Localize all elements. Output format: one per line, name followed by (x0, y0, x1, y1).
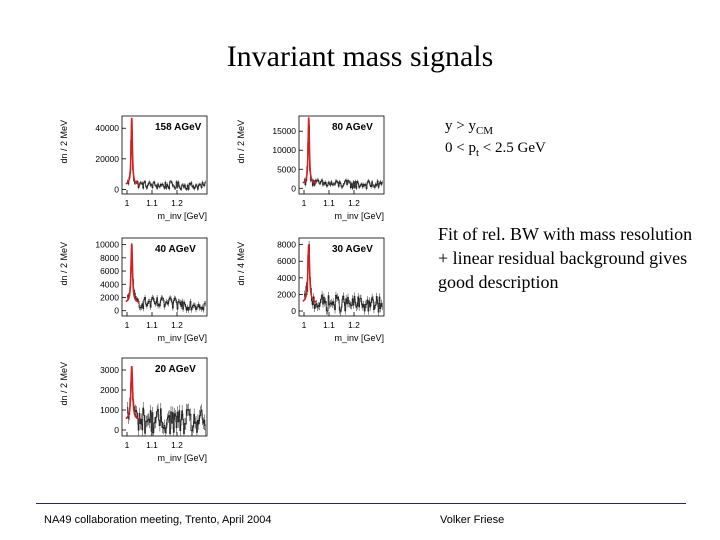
y-axis-label: dn / 2 MeV (236, 120, 246, 164)
y-tick-label: 8000 (100, 253, 119, 263)
x-tick-label: 1.1 (146, 320, 158, 330)
y-tick-label: 5000 (277, 164, 296, 174)
y-tick-label: 2000 (100, 292, 119, 302)
x-tick-label: 1.2 (171, 440, 183, 450)
data-histogram (304, 244, 383, 313)
y-tick-label: 0 (291, 306, 296, 316)
panel-energy-label: 20 AGeV (155, 364, 196, 375)
x-tick-label: 1.2 (171, 320, 183, 330)
y-axis-label: dn / 2 MeV (59, 120, 69, 164)
y-tick-label: 2000 (277, 289, 296, 299)
footer-divider (36, 503, 686, 504)
y-tick-label: 8000 (277, 240, 296, 250)
fit-curve (125, 243, 140, 303)
plot-frame (298, 115, 385, 195)
panel-20-agev: 0 1000 2000 3000 1 1.1 1.2 dn / 2 MeV m_inv [GeV… (59, 357, 208, 463)
data-histogram (304, 125, 383, 189)
y-axis-label: dn / 2 MeV (59, 242, 69, 286)
plot-frame (121, 237, 208, 317)
y-tick-label: 3000 (100, 365, 119, 375)
panel-energy-label: 158 AGeV (155, 122, 202, 133)
y-tick-label: 6000 (277, 256, 296, 266)
x-tick-label: 1 (125, 198, 130, 208)
panel-energy-label: 30 AGeV (332, 244, 373, 255)
y-tick-label: 2000 (100, 385, 119, 395)
rapidity-symbol: y (468, 118, 476, 134)
x-tick-label: 1.1 (146, 440, 158, 450)
x-axis-label: m_inv [GeV] (334, 333, 384, 343)
data-histogram (127, 373, 206, 434)
panel-158-agev: 0 20000 40000 1 1.1 1.2 dn / 2 MeV m_inv [GeV] 1… (59, 115, 208, 221)
pt-cut: 0 < pt < 2.5 GeV (445, 140, 546, 159)
pt-var: p (468, 140, 476, 156)
y-axis-label: dn / 4 MeV (236, 242, 246, 286)
x-tick-label: 1.2 (348, 320, 360, 330)
y-tick-label: 40000 (95, 123, 119, 133)
x-tick-label: 1 (302, 198, 307, 208)
y-tick-label: 4000 (277, 273, 296, 283)
x-axis-label: m_inv [GeV] (157, 333, 207, 343)
panel-energy-label: 80 AGeV (332, 122, 373, 133)
y-tick-label: 1000 (100, 405, 119, 415)
fit-curve (302, 117, 317, 184)
fit-description: Fit of rel. BW with mass resolution + li… (438, 224, 693, 292)
slide-title: Invariant mass signals (226, 40, 494, 73)
x-axis-label: m_inv [GeV] (157, 211, 207, 221)
footer-author: Volker Friese (440, 514, 505, 526)
rapidity-op: > (456, 118, 465, 134)
panel-30-agev: 0 2000 4000 6000 8000 1 1.1 1.2 dn / 4 MeV m_inv … (236, 237, 385, 343)
x-tick-label: 1 (125, 320, 130, 330)
x-tick-label: 1.1 (323, 198, 335, 208)
fit-curve (125, 365, 140, 420)
y-tick-label: 20000 (95, 154, 119, 164)
fit-curve (125, 117, 140, 185)
y-tick-label: 0 (114, 306, 119, 316)
data-histogram (127, 252, 206, 311)
x-tick-label: 1.1 (323, 320, 335, 330)
plot-frame (121, 115, 208, 195)
plot-frame (121, 357, 208, 437)
pt-lower: 0 < (445, 140, 465, 156)
y-tick-label: 4000 (100, 279, 119, 289)
fit-curve (302, 244, 317, 303)
x-axis-label: m_inv [GeV] (157, 453, 207, 463)
pt-upper: < 2.5 GeV (482, 140, 546, 156)
panel-40-agev: 0 2000 4000 6000 8000 10000 1 1.1 1.2 dn / 2 MeV m… (59, 237, 208, 343)
y-tick-label: 10000 (272, 145, 296, 155)
y-tick-label: 6000 (100, 266, 119, 276)
y-tick-label: 15000 (272, 126, 296, 136)
rapidity-var: y (445, 118, 453, 134)
data-histogram (127, 130, 206, 190)
plot-frame (298, 237, 385, 317)
x-axis-label: m_inv [GeV] (334, 211, 384, 221)
x-tick-label: 1 (302, 320, 307, 330)
y-tick-label: 0 (114, 425, 119, 435)
panel-energy-label: 40 AGeV (155, 244, 196, 255)
y-axis-label: dn / 2 MeV (59, 362, 69, 406)
x-tick-label: 1.2 (348, 198, 360, 208)
panel-80-agev: 0 5000 10000 15000 1 1.1 1.2 dn / 2 MeV m_inv [G… (236, 115, 385, 221)
rapidity-subscript: CM (475, 125, 494, 137)
footer-meeting: NA49 collaboration meeting, Trento, Apri… (44, 514, 272, 526)
rapidity-cut: y > yCM (445, 118, 493, 137)
x-tick-label: 1 (125, 440, 130, 450)
y-tick-label: 0 (114, 184, 119, 194)
x-tick-label: 1.2 (171, 198, 183, 208)
pt-subscript: t (475, 147, 480, 159)
y-tick-label: 10000 (95, 240, 119, 250)
y-tick-label: 0 (291, 183, 296, 193)
x-tick-label: 1.1 (146, 198, 158, 208)
